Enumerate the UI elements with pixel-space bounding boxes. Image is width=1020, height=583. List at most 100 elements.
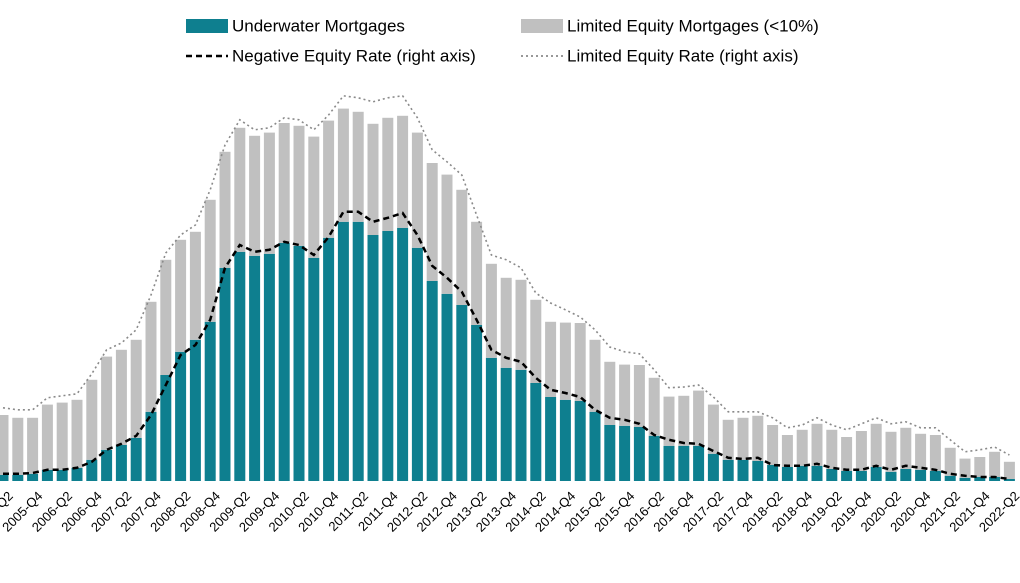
- bar: [929, 471, 941, 481]
- bar: [352, 111, 364, 222]
- bar: [1003, 479, 1015, 481]
- bar: [71, 467, 83, 481]
- bar: [515, 279, 527, 370]
- bar: [841, 471, 853, 481]
- bar: [900, 469, 912, 481]
- line-series: [3, 210, 1010, 481]
- bar: [456, 305, 468, 481]
- bar: [323, 237, 335, 481]
- bar: [337, 221, 349, 482]
- bar: [633, 365, 645, 427]
- bar: [530, 383, 542, 481]
- bar: [56, 402, 68, 470]
- bar: [382, 231, 394, 481]
- bar: [175, 239, 187, 352]
- bar: [0, 415, 9, 475]
- bar: [974, 457, 986, 477]
- bar: [249, 255, 261, 481]
- bar: [234, 127, 246, 252]
- bar: [870, 467, 882, 481]
- bar: [500, 367, 512, 481]
- bar: [145, 411, 157, 481]
- bar: [485, 357, 497, 481]
- bar: [12, 417, 24, 475]
- bar: [796, 465, 808, 481]
- bar: [929, 435, 941, 471]
- bar: [441, 174, 453, 294]
- bar: [71, 399, 83, 468]
- legend-swatch: [521, 19, 563, 33]
- bar: [426, 281, 438, 481]
- bar: [574, 323, 586, 401]
- bar: [989, 477, 1001, 481]
- bar: [648, 435, 660, 481]
- bar: [86, 379, 98, 460]
- bar: [707, 453, 719, 481]
- bar: [397, 115, 409, 228]
- bar: [959, 477, 971, 481]
- bar: [323, 120, 335, 238]
- legend-label: Limited Equity Mortgages (<10%): [567, 16, 819, 35]
- bar: [337, 108, 349, 222]
- bar: [456, 189, 468, 305]
- bar: [619, 364, 631, 426]
- bar: [219, 267, 231, 481]
- bar: [841, 437, 853, 471]
- bar: [411, 132, 423, 248]
- bar: [41, 469, 53, 481]
- bar: [915, 433, 927, 470]
- bar: [781, 435, 793, 467]
- bar: [559, 322, 571, 400]
- plot-area: [0, 94, 1015, 482]
- bar: [530, 299, 542, 383]
- bar: [648, 377, 660, 436]
- bar: [811, 423, 823, 466]
- bar: [27, 417, 39, 474]
- bar: [885, 431, 897, 472]
- bar: [737, 459, 749, 481]
- bar: [752, 461, 764, 481]
- bar: [485, 263, 497, 358]
- bar: [115, 445, 127, 481]
- bar: [278, 243, 290, 481]
- bar: [855, 431, 867, 471]
- bar: [752, 415, 764, 461]
- bar: [796, 429, 808, 466]
- bar: [175, 351, 187, 481]
- legend-label: Limited Equity Rate (right axis): [567, 46, 798, 65]
- bar: [130, 339, 142, 438]
- bar: [693, 445, 705, 481]
- bar: [915, 469, 927, 481]
- bar: [41, 404, 53, 470]
- bar: [678, 395, 690, 446]
- legend-label: Negative Equity Rate (right axis): [232, 46, 476, 65]
- bar: [589, 339, 601, 412]
- bar: [397, 227, 409, 481]
- bar: [471, 325, 483, 481]
- bar: [130, 437, 142, 481]
- bar: [545, 321, 557, 397]
- legend: Underwater Mortgages Limited Equity Mortg…: [186, 16, 819, 65]
- bar: [204, 321, 216, 481]
- bar: [293, 245, 305, 481]
- bar: [278, 123, 290, 243]
- bar: [722, 459, 734, 481]
- bar: [234, 251, 246, 481]
- bar: [619, 425, 631, 481]
- bar: [604, 361, 616, 425]
- bar: [367, 123, 379, 235]
- bar: [767, 465, 779, 481]
- bar: [900, 427, 912, 469]
- x-axis: 2005-Q22005-Q42006-Q22006-Q42007-Q22007-…: [0, 488, 1020, 534]
- bar: [737, 417, 749, 460]
- bar: [663, 396, 675, 446]
- bar: [12, 475, 24, 481]
- bar: [293, 125, 305, 246]
- bar: [160, 375, 172, 481]
- bar: [263, 253, 275, 481]
- bar: [693, 390, 705, 446]
- bar: [308, 136, 320, 258]
- bar: [204, 199, 216, 322]
- bar: [944, 475, 956, 481]
